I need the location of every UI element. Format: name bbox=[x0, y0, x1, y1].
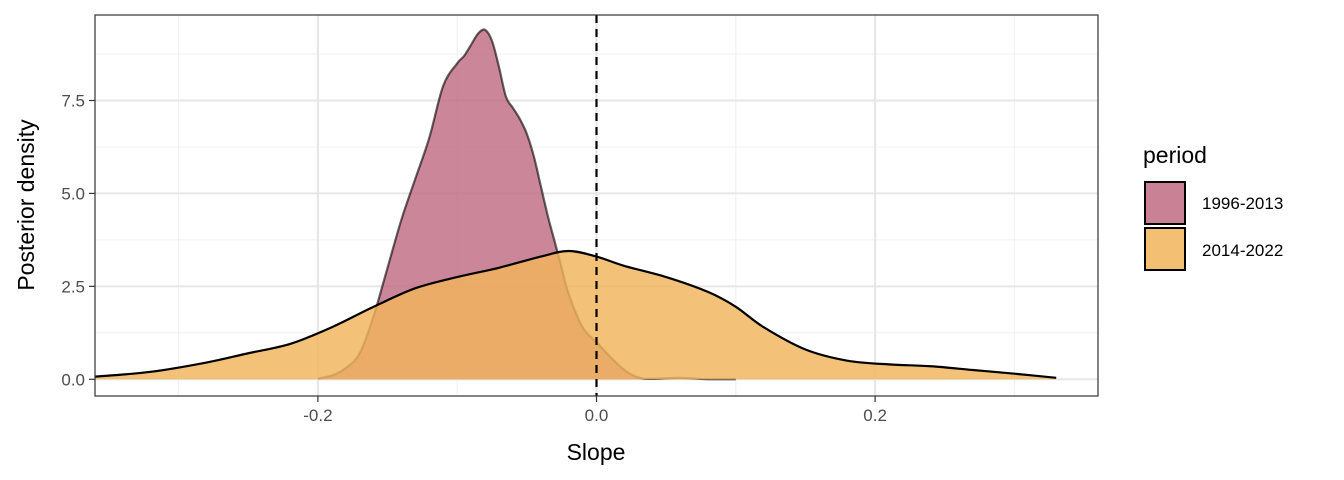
legend-key-2014-2022 bbox=[1144, 227, 1186, 271]
legend-key-1996-2013 bbox=[1144, 181, 1186, 225]
legend-label-2014-2022: 2014-2022 bbox=[1202, 241, 1283, 260]
y-tick-label: 2.5 bbox=[61, 277, 85, 296]
x-axis: -0.2 0.0 0.2 bbox=[303, 396, 887, 425]
y-axis-title: Posterior density bbox=[13, 119, 39, 291]
legend-title: period bbox=[1143, 142, 1207, 168]
y-tick-label: 0.0 bbox=[61, 370, 85, 389]
legend-label-1996-2013: 1996-2013 bbox=[1202, 194, 1283, 213]
x-tick-label: -0.2 bbox=[303, 406, 332, 425]
x-tick-label: 0.2 bbox=[863, 406, 887, 425]
x-axis-title: Slope bbox=[567, 439, 626, 465]
y-tick-label: 5.0 bbox=[61, 184, 85, 203]
x-tick-label: 0.0 bbox=[585, 406, 609, 425]
legend: period 1996-2013 2014-2022 bbox=[1143, 142, 1283, 271]
density-fill-2014-2022 bbox=[95, 251, 1057, 380]
y-tick-label: 7.5 bbox=[61, 91, 85, 110]
y-axis: 0.0 2.5 5.0 7.5 bbox=[61, 91, 95, 389]
